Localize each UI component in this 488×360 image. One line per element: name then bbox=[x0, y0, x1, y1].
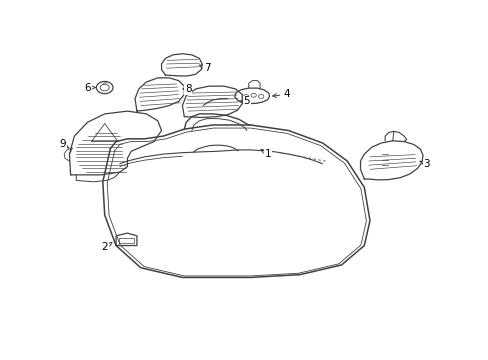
Text: 6: 6 bbox=[84, 82, 95, 93]
Text: 9: 9 bbox=[60, 139, 68, 149]
Text: 1: 1 bbox=[261, 149, 270, 159]
Text: 8: 8 bbox=[183, 84, 191, 94]
Text: 7: 7 bbox=[199, 63, 210, 73]
Text: 4: 4 bbox=[272, 90, 289, 99]
Text: 5: 5 bbox=[239, 96, 250, 107]
Text: 2: 2 bbox=[101, 242, 112, 252]
Text: 3: 3 bbox=[419, 159, 429, 169]
